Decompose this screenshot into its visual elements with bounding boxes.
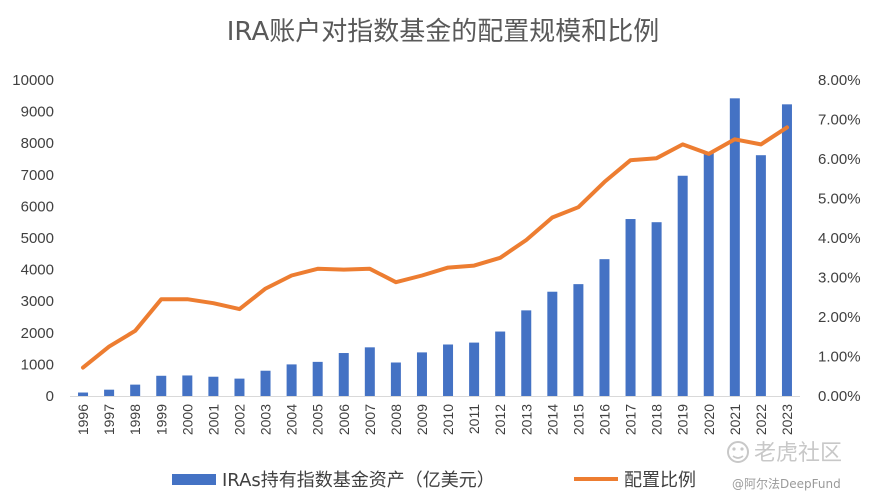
tiger-logo-icon — [727, 441, 749, 463]
x-axis-ticks: 1996 1997 1998 1999 2000 2001 2002 2003 2004 2005… — [75, 404, 795, 435]
bar — [599, 259, 610, 396]
right-tick-label: 8.00% — [818, 72, 861, 89]
x-tick-label: 1996 — [75, 404, 91, 435]
bar — [729, 98, 740, 396]
left-tick-label: 4000 — [21, 262, 54, 279]
x-tick-label: 2007 — [362, 404, 378, 435]
x-tick-label: 2018 — [649, 404, 665, 435]
bar — [286, 364, 297, 396]
left-tick-label: 7000 — [21, 167, 54, 184]
left-tick-label: 8000 — [21, 135, 54, 152]
bar — [130, 384, 141, 396]
x-tick-label: 2015 — [570, 404, 586, 435]
bar — [156, 375, 167, 396]
x-tick-label: 2016 — [596, 404, 612, 435]
x-tick-label: 1999 — [153, 404, 169, 435]
left-tick-label: 1000 — [21, 356, 54, 373]
watermark-brand: 老虎社区 — [754, 441, 842, 466]
x-tick-label: 2021 — [727, 404, 743, 435]
bar — [677, 175, 688, 396]
bar — [521, 310, 532, 396]
bar — [182, 375, 193, 396]
left-axis-ticks: 0 1000 2000 3000 4000 5000 6000 7000 8000 9000 100… — [12, 72, 54, 405]
bar — [78, 392, 89, 396]
chart-title: IRA账户对指数基金的配置规模和比例 — [227, 17, 659, 47]
x-tick-label: 2006 — [336, 404, 352, 435]
left-tick-label: 0 — [46, 388, 54, 405]
x-tick-label: 2020 — [701, 404, 717, 435]
ratio-line — [81, 125, 789, 370]
right-tick-label: 4.00% — [818, 230, 861, 247]
legend-bar-swatch — [172, 474, 216, 485]
legend-bar-label: IRAs持有指数基金资产（亿美元） — [222, 470, 495, 491]
bar — [495, 331, 506, 396]
x-tick-label: 2012 — [492, 404, 508, 435]
x-tick-label: 2013 — [518, 404, 534, 435]
left-tick-label: 10000 — [12, 72, 54, 89]
bar — [469, 342, 480, 396]
left-tick-label: 6000 — [21, 198, 54, 215]
bar — [260, 370, 271, 396]
right-tick-label: 7.00% — [818, 112, 861, 129]
bar — [208, 376, 219, 396]
bar — [755, 155, 766, 396]
bar — [234, 378, 245, 396]
left-tick-label: 5000 — [21, 230, 54, 247]
bar — [573, 284, 584, 396]
x-tick-label: 2023 — [779, 404, 795, 435]
watermark-handle: @阿尔法DeepFund — [732, 476, 841, 491]
bar — [364, 347, 375, 396]
x-tick-label: 2014 — [544, 404, 560, 435]
x-tick-label: 2011 — [466, 404, 482, 434]
x-tick-label: 2003 — [258, 404, 274, 435]
right-tick-label: 3.00% — [818, 270, 861, 287]
x-tick-label: 2008 — [388, 404, 404, 435]
bar — [312, 361, 323, 396]
left-tick-label: 3000 — [21, 293, 54, 310]
bar — [104, 389, 115, 396]
watermark: 老虎社区 @阿尔法DeepFund — [727, 441, 842, 491]
x-tick-label: 2001 — [205, 404, 221, 435]
right-tick-label: 1.00% — [818, 349, 861, 366]
x-tick-label: 2009 — [414, 404, 430, 435]
legend: IRAs持有指数基金资产（亿美元） 配置比例 — [172, 470, 696, 491]
line-series — [81, 125, 789, 370]
bar-series — [78, 98, 792, 396]
right-tick-label: 6.00% — [818, 151, 861, 168]
x-tick-label: 2002 — [231, 404, 247, 435]
right-axis-ticks: 0.00% 1.00% 2.00% 3.00% 4.00% 5.00% 6.00% 7.00%… — [818, 72, 861, 405]
right-tick-label: 5.00% — [818, 191, 861, 208]
left-tick-label: 2000 — [21, 325, 54, 342]
x-tick-label: 2019 — [675, 404, 691, 435]
bar — [390, 362, 401, 396]
x-tick-label: 2004 — [284, 404, 300, 435]
legend-line-label: 配置比例 — [624, 470, 696, 491]
bar — [625, 219, 636, 396]
x-tick-label: 1997 — [101, 404, 117, 435]
x-tick-label: 2022 — [753, 404, 769, 435]
right-tick-label: 2.00% — [818, 309, 861, 326]
bar — [547, 291, 558, 396]
x-tick-label: 2005 — [310, 404, 326, 435]
x-tick-label: 2017 — [623, 404, 639, 435]
x-tick-label: 1998 — [127, 404, 143, 435]
right-tick-label: 0.00% — [818, 388, 861, 405]
bar — [651, 222, 662, 396]
x-tick-label: 2010 — [440, 404, 456, 435]
bar — [781, 104, 792, 396]
bar — [338, 353, 349, 396]
x-tick-label: 2000 — [179, 404, 195, 435]
bar — [443, 344, 454, 396]
left-tick-label: 9000 — [21, 104, 54, 121]
bar — [416, 352, 427, 396]
bar — [703, 152, 714, 396]
